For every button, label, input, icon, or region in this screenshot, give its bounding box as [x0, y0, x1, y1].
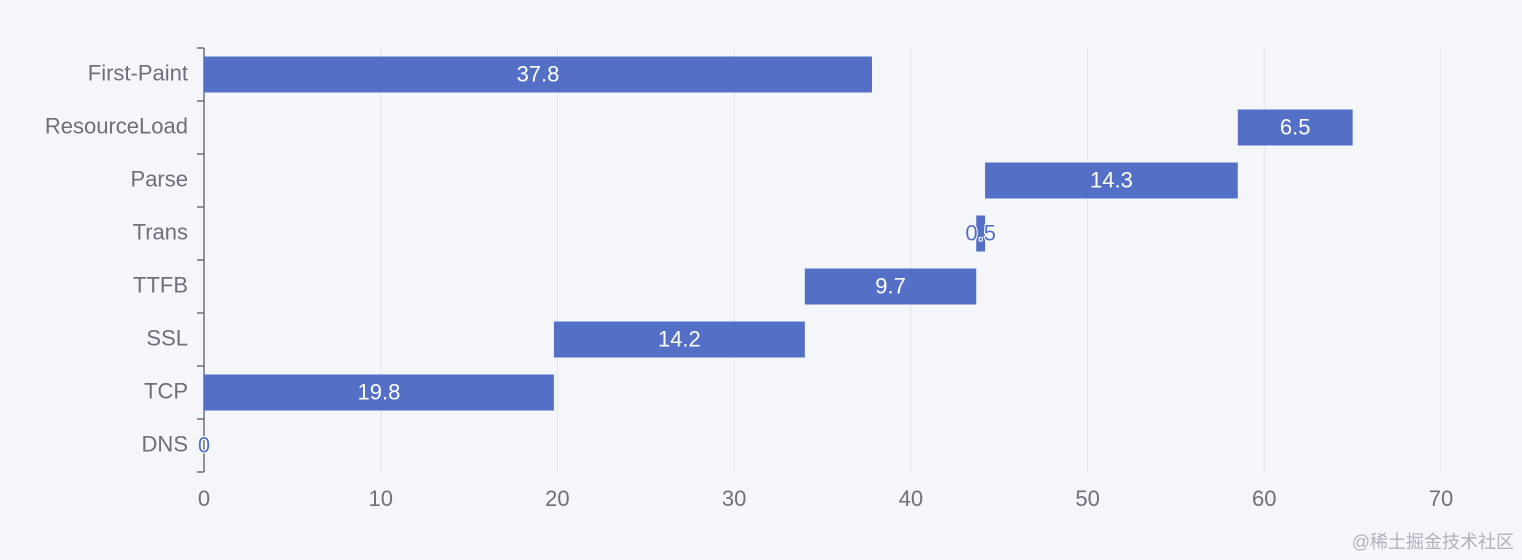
- value-label: 19.8: [358, 379, 401, 404]
- x-tick-label: 50: [1075, 486, 1099, 511]
- bar: [204, 374, 554, 411]
- value-label: 14.3: [1090, 167, 1133, 192]
- value-label: 14.2: [658, 326, 701, 351]
- bar: [985, 162, 1238, 199]
- bar: [976, 215, 986, 252]
- x-tick-label: 10: [368, 486, 392, 511]
- y-tick-label: TTFB: [133, 272, 188, 297]
- value-label: 0: [198, 432, 210, 457]
- y-tick-label: SSL: [146, 325, 188, 350]
- x-tick-label: 40: [899, 486, 923, 511]
- y-tick-label: TCP: [144, 378, 188, 403]
- bar: [204, 56, 872, 93]
- value-label: 0.5: [965, 220, 996, 245]
- bar: [804, 268, 977, 305]
- watermark: @稀土掘金技术社区: [1352, 532, 1514, 552]
- value-label: 6.5: [1280, 114, 1311, 139]
- y-tick-label: Parse: [131, 166, 188, 191]
- bar: [1237, 109, 1353, 146]
- y-tick-label: Trans: [133, 219, 188, 244]
- value-label: 37.8: [517, 61, 560, 86]
- x-tick-label: 20: [545, 486, 569, 511]
- y-tick-label: ResourceLoad: [45, 113, 188, 138]
- bar: [553, 321, 805, 358]
- x-tick-label: 60: [1252, 486, 1276, 511]
- x-tick-label: 0: [198, 486, 210, 511]
- value-label: 9.7: [875, 273, 906, 298]
- x-tick-label: 30: [722, 486, 746, 511]
- y-tick-label: DNS: [142, 431, 188, 456]
- y-tick-label: First-Paint: [88, 60, 188, 85]
- x-tick-label: 70: [1429, 486, 1453, 511]
